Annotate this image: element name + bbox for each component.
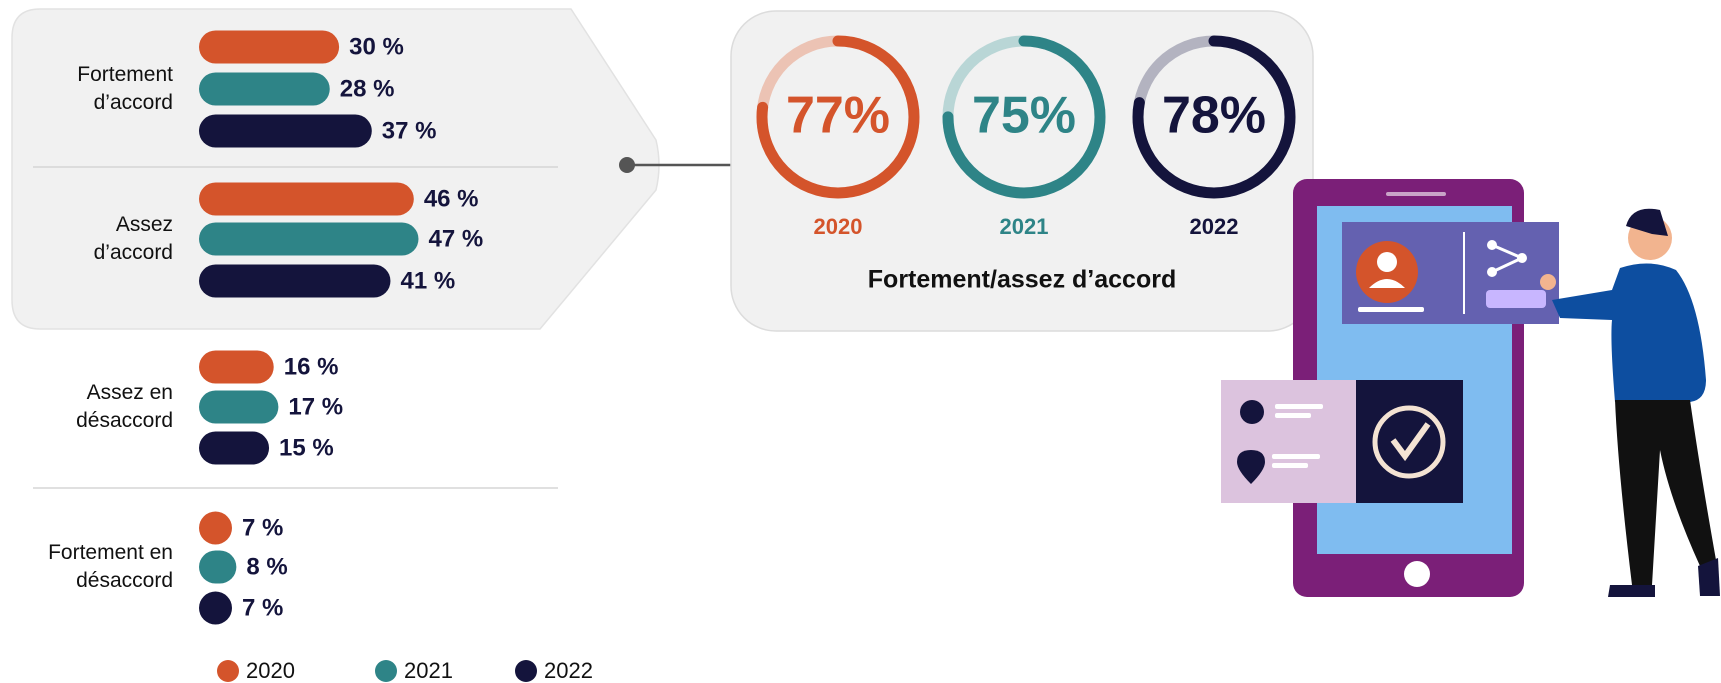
legend-label: 2022	[544, 658, 593, 683]
bar	[199, 264, 391, 298]
donut-panel	[730, 10, 1314, 332]
info-line	[1275, 413, 1311, 418]
person-shoe	[1698, 558, 1720, 596]
category-label: Assez en désaccord	[76, 381, 173, 432]
bar	[199, 591, 232, 625]
bar	[199, 550, 237, 584]
info-card	[1221, 380, 1356, 503]
info-line	[1272, 454, 1320, 459]
value-label: 46 %	[424, 185, 479, 212]
value-label: 15 %	[279, 434, 334, 461]
bar	[199, 182, 414, 216]
value-label: 28 %	[340, 75, 395, 102]
legend-label: 2021	[404, 658, 453, 683]
bar	[199, 350, 274, 384]
category-label: Fortement en désaccord	[48, 541, 173, 592]
value-label: 8 %	[246, 553, 287, 580]
avatar-body	[1369, 279, 1405, 288]
card-line	[1358, 307, 1424, 312]
donut-value: 78%	[1162, 87, 1266, 145]
bar	[199, 114, 372, 148]
pin-icon	[1237, 450, 1265, 484]
info-line	[1275, 404, 1323, 409]
bar	[199, 30, 340, 64]
value-label: 47 %	[428, 225, 483, 252]
card-button	[1486, 290, 1546, 308]
avatar-head	[1377, 252, 1397, 272]
share-node	[1487, 267, 1497, 277]
phone-button	[1404, 561, 1430, 587]
legend-marker	[375, 660, 397, 682]
illustration	[1221, 179, 1720, 597]
legend-marker	[515, 660, 537, 682]
category-label: Fortement d’accord	[77, 63, 173, 114]
person-torso	[1552, 263, 1706, 402]
donut-arc	[1132, 35, 1296, 199]
bar	[199, 390, 279, 424]
legend-label: 2020	[246, 658, 295, 683]
donut-value: 77%	[786, 87, 890, 145]
bar	[199, 222, 419, 256]
check-card	[1356, 380, 1463, 503]
clock-icon	[1240, 400, 1264, 424]
donut-arc	[756, 35, 920, 199]
person-shoe	[1608, 585, 1655, 597]
bar	[199, 431, 270, 465]
donut-year: 2020	[814, 214, 863, 239]
donut-title: Fortement/assez d’accord	[868, 266, 1176, 294]
share-node	[1517, 253, 1527, 263]
check-mark	[1390, 422, 1431, 462]
value-label: 37 %	[382, 117, 437, 144]
bar	[199, 511, 232, 545]
legend-marker	[217, 660, 239, 682]
donut-year: 2022	[1190, 214, 1239, 239]
check-circle	[1372, 405, 1446, 479]
value-label: 41 %	[400, 267, 455, 294]
info-line	[1272, 463, 1308, 468]
value-label: 7 %	[242, 594, 283, 621]
bar	[199, 72, 330, 106]
person-hand	[1540, 274, 1556, 290]
phone-speaker	[1386, 192, 1446, 196]
value-label: 7 %	[242, 514, 283, 541]
share-node	[1487, 240, 1497, 250]
category-label: Assez d’accord	[93, 213, 173, 264]
person-hair	[1626, 208, 1668, 236]
person-legs	[1615, 400, 1716, 585]
value-label: 30 %	[349, 33, 404, 60]
connector-dot	[619, 157, 635, 173]
value-label: 17 %	[288, 393, 343, 420]
value-label: 16 %	[284, 353, 339, 380]
donut-arc	[942, 35, 1106, 199]
donut-year: 2021	[1000, 214, 1049, 239]
highlight-panel	[11, 8, 660, 330]
donut-value: 75%	[972, 87, 1076, 145]
